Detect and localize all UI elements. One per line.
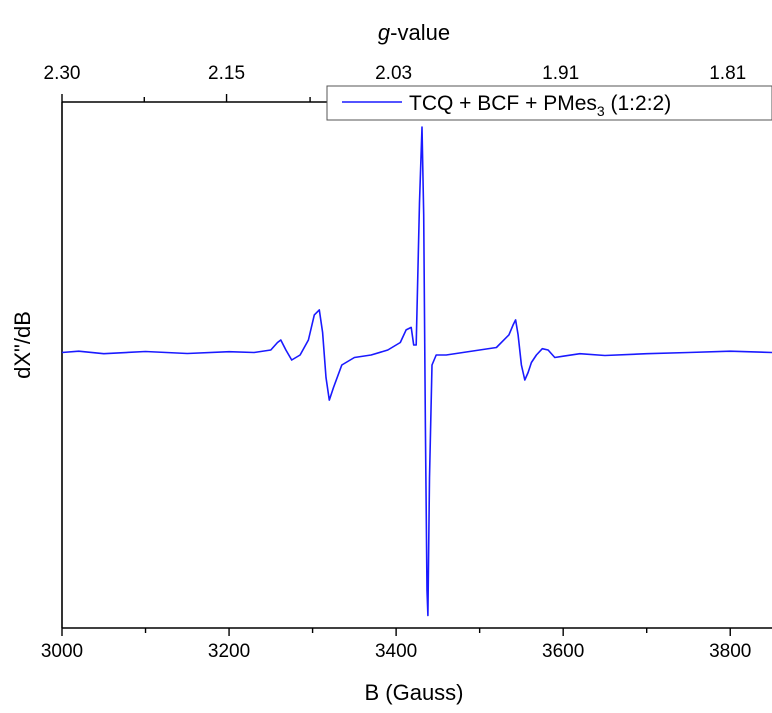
x-tick-label: 3000: [41, 641, 83, 662]
top-axis-title: g-value: [378, 20, 450, 45]
legend-label-subscript: 3: [597, 103, 605, 119]
series-layer: [61, 126, 772, 617]
x-axis-title: B (Gauss): [364, 680, 463, 705]
top-tick-label: 2.15: [208, 63, 245, 84]
x-tick-label: 3800: [709, 641, 751, 662]
legend: TCQ + BCF + PMes3 (1:2:2): [326, 85, 772, 121]
legend-label: TCQ + BCF + PMes3 (1:2:2): [409, 92, 671, 119]
top-tick-label: 2.30: [44, 63, 81, 84]
top-tick-label: 1.91: [542, 63, 579, 84]
series-line: [61, 126, 772, 617]
bottom-axis-ticks: 3000 3200 3400 3600 3800: [41, 628, 751, 662]
top-axis-title-italic: g: [378, 20, 391, 45]
top-tick-label: 2.03: [375, 63, 412, 84]
top-tick-label: 1.81: [709, 63, 746, 84]
legend-box: [326, 85, 772, 121]
x-tick-label: 3600: [542, 641, 584, 662]
legend-label-main: TCQ + BCF + PMes: [409, 92, 597, 115]
legend-label-tail: (1:2:2): [605, 92, 672, 115]
plot-frame: [61, 101, 772, 629]
x-tick-label: 3400: [375, 641, 417, 662]
y-axis-title: dX"/dB: [10, 311, 35, 379]
x-tick-label: 3200: [208, 641, 250, 662]
top-axis-title-rest: -value: [390, 20, 450, 45]
